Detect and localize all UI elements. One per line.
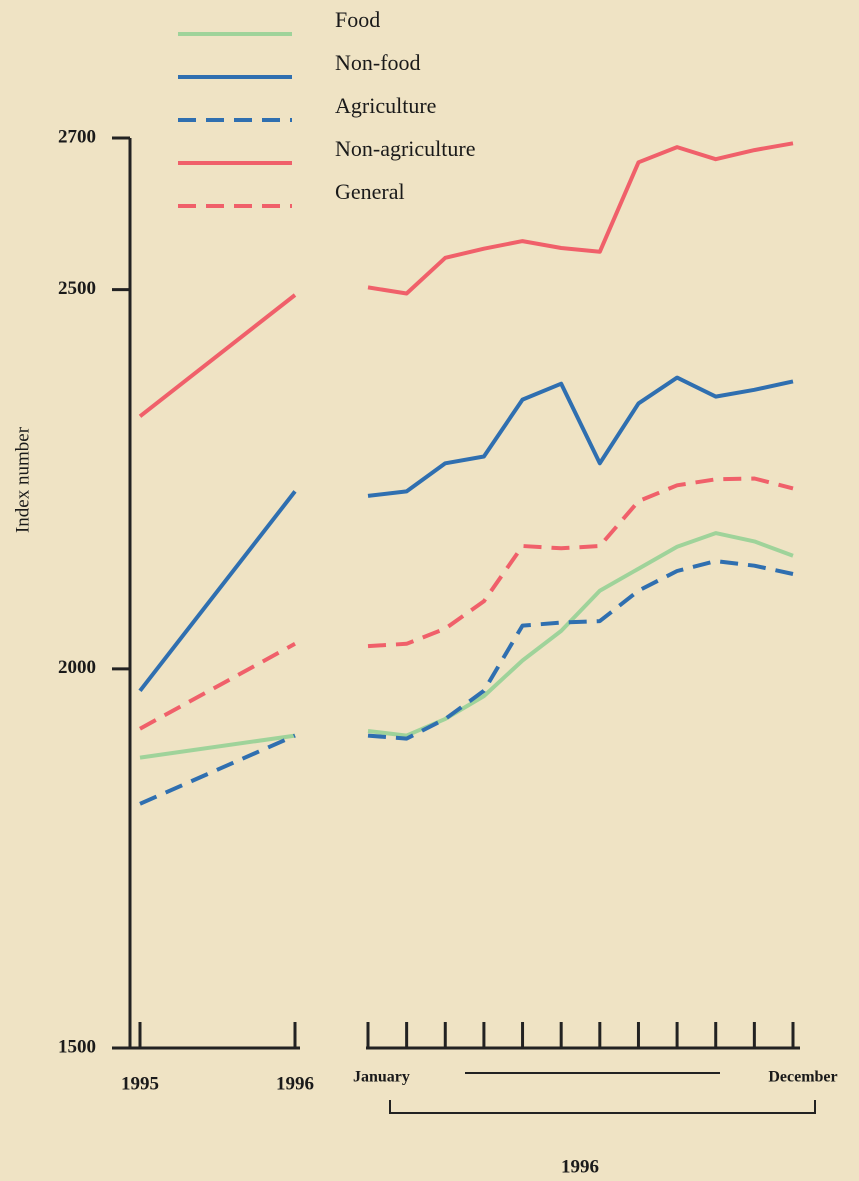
x-tick-label: 1995: [121, 1073, 159, 1094]
series-line: [367, 531, 794, 738]
x-group-label: 1996: [561, 1156, 599, 1177]
series-line: [367, 141, 794, 296]
x-tick-label: January: [353, 1069, 410, 1086]
x-tick-label: 1996: [276, 1073, 314, 1094]
group-bracket: [389, 1100, 816, 1114]
series-line: [367, 375, 794, 498]
y-tick-label: 1500: [58, 1036, 96, 1057]
legend-label: Non-food: [335, 50, 421, 75]
y-tick-label: 2500: [58, 278, 96, 299]
series-line: [138, 293, 297, 418]
series-line: [139, 733, 296, 760]
legend-label: Agriculture: [335, 93, 436, 118]
series-line: [367, 476, 794, 649]
series-line: [139, 642, 296, 731]
series-line: [139, 733, 296, 806]
y-axis-label: Index number: [12, 426, 33, 533]
x-tick-label: December: [768, 1069, 837, 1086]
y-tick-label: 2000: [58, 657, 96, 678]
legend-label: General: [335, 179, 405, 204]
series-line: [367, 559, 794, 741]
legend-label: Food: [335, 7, 380, 32]
y-tick-label: 2700: [58, 126, 96, 147]
series-line: [138, 490, 297, 693]
legend-label: Non-agriculture: [335, 136, 476, 161]
